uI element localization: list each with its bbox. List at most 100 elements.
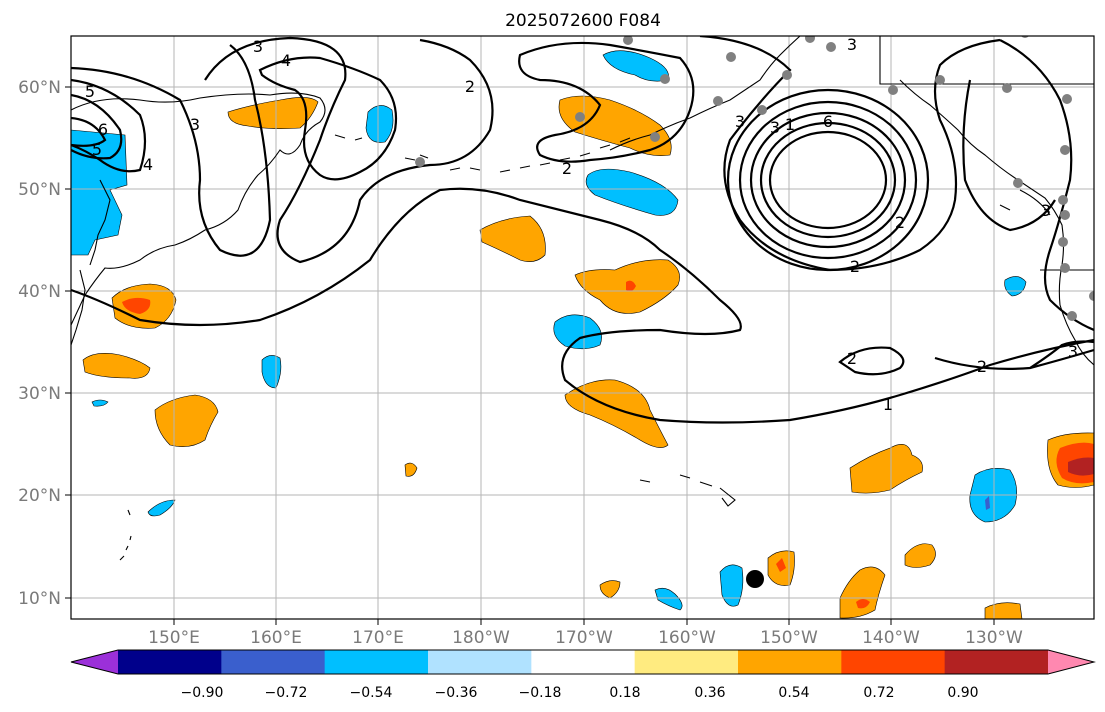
station-marker: [826, 42, 836, 52]
lat-label: 40°N: [18, 282, 61, 302]
colorbar-segment: [221, 650, 326, 674]
lon-label: 160°W: [658, 628, 716, 648]
lon-label: 150°W: [760, 628, 818, 648]
contour-label-group: 3 4 5 6 5 4 3 2 2 3 3 1 6 3 2 2 2 2 1 3 …: [85, 36, 1078, 414]
colorbar-tick-label: 0.18: [609, 685, 640, 701]
contour-label: 2: [465, 77, 475, 96]
station-marker: [888, 85, 898, 95]
lat-label: 50°N: [18, 180, 61, 200]
station-marker: [726, 52, 736, 62]
station-marker: [1089, 291, 1094, 301]
station-marker: [1002, 83, 1012, 93]
station-marker: [650, 132, 660, 142]
colorbar-extend-high: [1048, 650, 1094, 674]
colorbar-segment: [118, 650, 222, 674]
contour-label: 2: [977, 357, 987, 376]
station-marker: [1058, 237, 1068, 247]
contour-label: 4: [143, 155, 153, 174]
lon-label: 160°E: [250, 628, 302, 648]
longitude-labels: 150°E 160°E 170°E 180°W 170°W 160°W 150°…: [148, 628, 1023, 648]
strong-positive-core: [856, 599, 870, 609]
negative-anomaly-region: [654, 587, 683, 611]
station-marker: [1060, 263, 1070, 273]
positive-anomaly-region: [154, 394, 219, 447]
contour-label: 5: [92, 140, 102, 159]
contour-lines: [71, 36, 1094, 424]
station-marker: [415, 157, 425, 167]
colorbar-segment: [738, 650, 842, 674]
map-frame: [70, 35, 1095, 620]
coastlines: [71, 36, 1094, 561]
lon-label: 180°W: [452, 628, 510, 648]
colorbar-extend-low: [71, 650, 118, 674]
station-marker: [1013, 178, 1023, 188]
contour-label: 4: [281, 51, 291, 70]
contour-label: 1: [785, 115, 795, 134]
contour-label: 5: [85, 82, 95, 101]
station-marker: [623, 36, 633, 45]
colorbar: −0.90 −0.72 −0.54 −0.36 −0.18 0.18 0.36 …: [70, 649, 1096, 701]
station-marker: [1060, 210, 1070, 220]
strong-positive-core: [776, 558, 786, 572]
lon-label: 170°W: [555, 628, 613, 648]
colorbar-segment: [428, 650, 532, 674]
contour-label: 3: [253, 37, 263, 56]
station-marker: [1062, 94, 1072, 104]
colorbar-segment: [324, 650, 429, 674]
lon-label: 170°E: [352, 628, 404, 648]
contour-label: 2: [562, 159, 572, 178]
station-marker: [782, 70, 792, 80]
station-marker: [575, 112, 585, 122]
contour-label: 3: [770, 118, 780, 137]
contour-label: 1: [883, 395, 893, 414]
positive-anomaly-region: [82, 353, 151, 379]
lon-label: 140°W: [862, 628, 920, 648]
negative-anomaly-region: [91, 399, 109, 407]
colorbar-segments: [70, 649, 1096, 675]
negative-anomaly-region: [365, 105, 394, 143]
contour-label: 3: [1068, 342, 1078, 361]
very-strong-positive-core: [1068, 457, 1094, 476]
negative-anomaly-region: [719, 564, 744, 607]
axis-ticks: [65, 86, 995, 625]
lat-label: 30°N: [18, 384, 61, 404]
low-center-contours: [726, 88, 930, 272]
colorbar-tick-label: 0.90: [947, 685, 978, 701]
graticule: [71, 36, 1094, 619]
station-marker: [805, 36, 815, 43]
strong-positive-core: [122, 297, 151, 314]
negative-anomaly-region: [71, 129, 128, 256]
colorbar-tick-label: 0.54: [778, 685, 809, 701]
colorbar-outline: [70, 649, 1096, 675]
positive-anomaly-region: [904, 543, 936, 568]
positive-anomaly-region: [599, 580, 621, 599]
station-marker: [1058, 195, 1068, 205]
station-markers: [415, 36, 1094, 321]
negative-anomaly-region: [147, 499, 176, 517]
contour-label: 2: [895, 213, 905, 232]
anomaly-shading: [71, 50, 1094, 619]
colorbar-tick-label: −0.90: [181, 685, 224, 701]
colorbar-tick-label: −0.36: [435, 685, 478, 701]
strong-negative-core: [985, 496, 990, 510]
positive-anomaly-region: [849, 443, 923, 494]
colorbar-tick-label: −0.54: [350, 685, 393, 701]
station-marker: [757, 105, 767, 115]
station-marker: [660, 74, 670, 84]
station-marker: [1060, 145, 1070, 155]
strong-positive-core: [626, 280, 636, 292]
lon-label: 150°E: [148, 628, 200, 648]
latitude-labels: 60°N 50°N 40°N 30°N 20°N 10°N: [18, 78, 61, 609]
map-title: 2025072600 F084: [505, 11, 661, 31]
contour-label: 3: [735, 112, 745, 131]
negative-anomaly-region: [585, 168, 679, 216]
colorbar-segment: [841, 650, 946, 674]
colorbar-segment: [634, 650, 739, 674]
colorbar-segment: [531, 650, 636, 674]
colorbar-tick-label: −0.18: [519, 685, 562, 701]
map-area: 3 4 5 6 5 4 3 2 2 3 3 1 6 3 2 2 2 2 1 3 …: [71, 36, 1094, 619]
station-marker: [713, 96, 723, 106]
contour-label: 2: [850, 257, 860, 276]
contour-label: 3: [190, 115, 200, 134]
contour-label: 6: [98, 120, 108, 139]
